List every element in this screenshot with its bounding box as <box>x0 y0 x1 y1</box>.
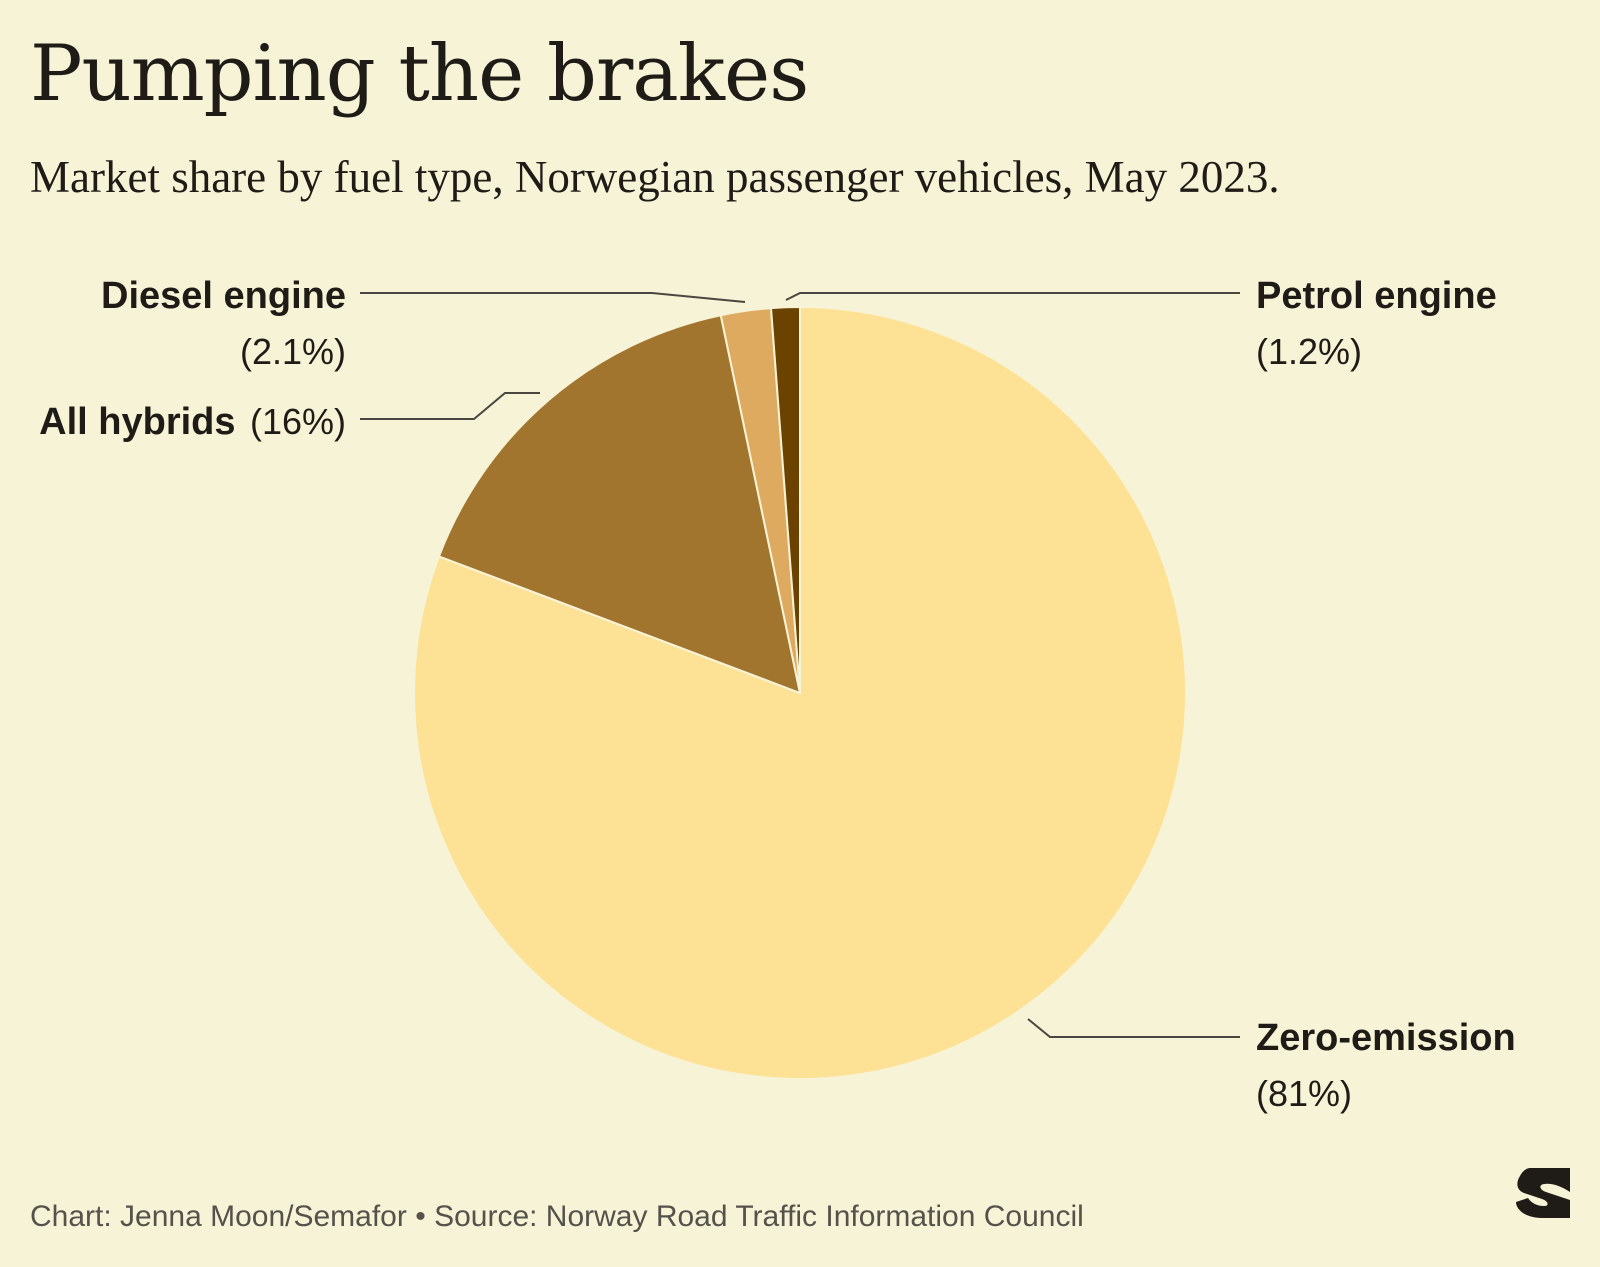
leader-line-zero-emission <box>1027 1018 1240 1038</box>
semafor-s-logo-icon <box>1516 1168 1570 1218</box>
slice-labels: Diesel engine (2.1%) All hybrids (16%) P… <box>39 275 1516 1114</box>
chart-footer: Chart: Jenna Moon/Semafor • Source: Norw… <box>30 1200 1084 1234</box>
leader-lines <box>360 292 1240 1038</box>
label-name-all-hybrids: All hybrids <box>39 401 235 443</box>
chart-credit: Chart: Jenna Moon/Semafor <box>30 1200 407 1233</box>
label-value-zero-emission: (81%) <box>1256 1073 1352 1114</box>
chart-source: Source: Norway Road Traffic Information … <box>434 1200 1084 1233</box>
leader-line-all-hybrids <box>360 392 540 420</box>
leader-line-diesel-engine <box>360 292 746 303</box>
label-name-petrol-engine: Petrol engine <box>1256 275 1497 317</box>
pie-slice-petrol-engine <box>769 305 801 694</box>
label-value-all-hybrids: (16%) <box>250 401 346 442</box>
chart-title: Pumping the brakes <box>30 29 809 119</box>
label-value-diesel-engine: (2.1%) <box>240 331 346 372</box>
chart-subtitle: Market share by fuel type, Norwegian pas… <box>30 152 1280 202</box>
pie-slice-all-hybrids <box>437 314 802 695</box>
leader-line-petrol-engine <box>785 292 1240 301</box>
pie-slices <box>413 305 1187 1080</box>
label-name-zero-emission: Zero-emission <box>1256 1017 1516 1059</box>
footer-separator: • <box>415 1200 426 1233</box>
label-value-petrol-engine: (1.2%) <box>1256 331 1362 372</box>
label-name-diesel-engine: Diesel engine <box>101 275 346 317</box>
label-all-hybrids: All hybrids (16%) <box>39 401 346 443</box>
